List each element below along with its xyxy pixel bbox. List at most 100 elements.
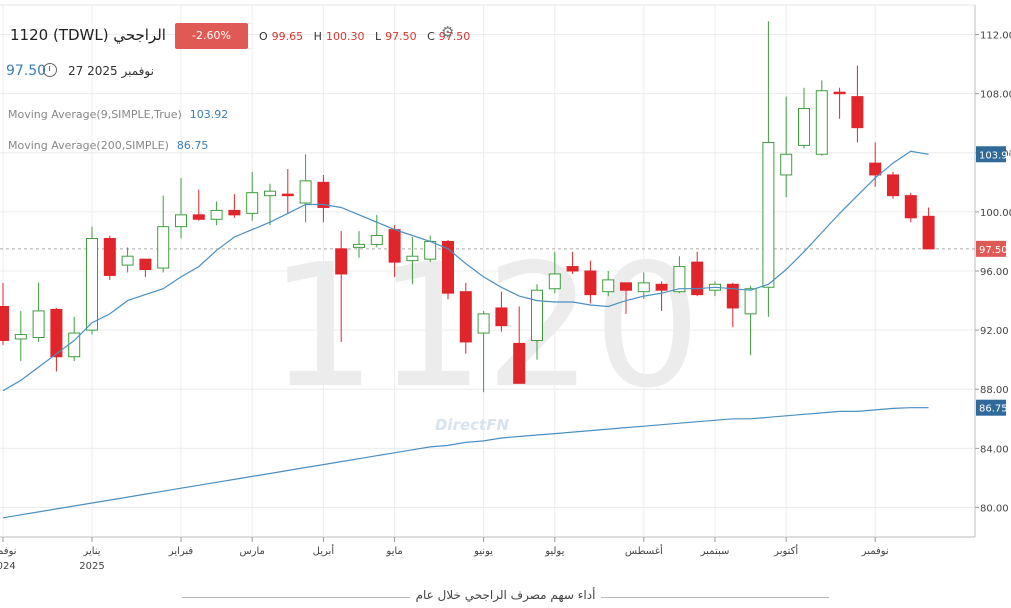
candle-body-up [353, 243, 365, 248]
candle-body-up [815, 90, 828, 155]
candle-body-up [548, 273, 561, 290]
ma-long-tag-bg [976, 399, 1006, 416]
candle-body-up [264, 190, 276, 197]
candle-body-up [477, 313, 490, 334]
gear-icon[interactable]: ⚙ [441, 23, 455, 41]
candle-body-up [14, 334, 27, 340]
ma-short-tag-bg [976, 146, 1006, 163]
x-tick-label: يوليو [544, 546, 564, 557]
x-tick-label: أكتوبر [773, 544, 798, 557]
candle-body-down [317, 181, 330, 208]
quote-date: نوفمبر 2025 27 [68, 64, 154, 78]
x-tick-label: مارس [239, 546, 264, 557]
candle-body-up [210, 209, 223, 220]
x-tick-label: نوفمبر [0, 546, 17, 557]
y-tick-label: 92.00 [980, 326, 1009, 337]
candle-body-up [780, 153, 793, 176]
ma-short-tag: 103.92 [979, 150, 1011, 161]
candle-body-down [459, 291, 472, 343]
x-tick-label: فبراير [168, 546, 194, 557]
ohlc-low-key: L [374, 30, 382, 43]
y-tick-label: 112.00 [980, 31, 1011, 42]
ma-long-label: Moving Average(200,SIMPLE) [8, 139, 169, 152]
x-tick-label: يونيو [473, 546, 493, 557]
candle-body-up [406, 255, 419, 262]
candle-body-up [531, 289, 543, 341]
change-badge: -2.60%(-2.60) [175, 23, 248, 68]
x-tick-label: أبريل [313, 544, 335, 557]
y-tick-label: 80.00 [980, 503, 1009, 514]
candle-body-down [887, 174, 899, 197]
y-tick-label: 88.00 [980, 385, 1009, 396]
candle-body-down [281, 193, 294, 197]
candle-body-up [602, 279, 615, 293]
candle-body-up [299, 180, 312, 204]
candle-body-down [513, 342, 526, 384]
ma200-line [2, 407, 929, 519]
ma-long-value: 86.75 [176, 139, 209, 152]
x-tick-label: مايو [385, 546, 402, 557]
x-tick-year: 2024 [0, 561, 16, 572]
last-price-tag-bg [976, 240, 1006, 257]
candle-body-down [851, 96, 864, 129]
y-tick-label: 108.00 [980, 90, 1011, 101]
candle-body-down [495, 307, 508, 327]
candle-body-up [175, 214, 187, 228]
candle-body-up [673, 266, 686, 293]
last-price-tag: 97.50 [979, 245, 1008, 256]
clock-icon [43, 63, 57, 77]
candle-body-up [32, 310, 45, 338]
ma-short-legend[interactable]: Moving Average(9,SIMPLE,True) 103.92 [8, 108, 228, 121]
figure-caption: أداء سهم مصرف الراجحي خلال عام [0, 588, 1011, 602]
candle-body-down [691, 261, 704, 296]
candle-body-down [584, 270, 597, 296]
ohlc-close-key: C [427, 30, 435, 43]
candle-body-down [620, 282, 632, 291]
time-axis[interactable]: نوفمبر 2024 يناير 2025 فبراير مارس أبريل مايو يو… [0, 537, 889, 572]
ma-short-label: Moving Average(9,SIMPLE,True) [8, 108, 182, 121]
ma-short-value: 103.92 [189, 108, 229, 121]
x-tick-label: يناير [82, 546, 100, 557]
ma9-line [2, 150, 929, 392]
ohlc-high-value: 100.30 [325, 30, 365, 43]
y-tick-label: 84.00 [980, 444, 1009, 455]
candle-body-down [139, 258, 152, 271]
candle-body-down [833, 91, 846, 95]
x-tick-year: 2025 [79, 561, 104, 572]
candle-body-down [335, 248, 348, 275]
ohlc-close-value: 97.50 [438, 30, 471, 43]
ma-long-tag: 86.75 [979, 404, 1008, 415]
y-tick-label: 96.00 [980, 267, 1009, 278]
candle-body-up [762, 141, 775, 288]
moving-average-lines [2, 150, 929, 519]
candle-body-up [86, 237, 98, 331]
candle-body-up [370, 235, 383, 245]
x-tick-label: أغسطس [625, 544, 663, 557]
price-axis[interactable]: 80.0084.0088.0092.0096.00100.00104.00108… [975, 31, 1011, 515]
candle-body-down [904, 195, 917, 219]
candle-body-down [922, 215, 935, 250]
candle-body-up [798, 107, 810, 146]
candle-body-down [726, 283, 739, 309]
candle-body-up [637, 282, 650, 293]
ohlc-open-value: 99.65 [271, 30, 304, 43]
x-tick-label: نوفمبر [861, 546, 889, 557]
last-price: 97.50 [6, 63, 47, 79]
x-tick-label: سبتمبر [700, 546, 730, 557]
candle-body-up [157, 226, 170, 269]
ohlc-readout: O 99.65 H 100.30 L 97.50 C 97.50 [259, 30, 477, 43]
symbol-title: 1120 (TDWL) الراجحي ▼ [10, 26, 185, 44]
candle-body-down [869, 162, 882, 176]
candle-body-down [566, 266, 579, 272]
candle-body-down [228, 209, 241, 216]
symbol-name: 1120 (TDWL) الراجحي [10, 26, 166, 44]
ma-long-legend[interactable]: Moving Average(200,SIMPLE) 86.75 [8, 139, 208, 152]
caption-text: أداء سهم مصرف الراجحي خلال عام [409, 588, 602, 602]
candle-body-down [442, 240, 454, 294]
ohlc-low-value: 97.50 [385, 30, 417, 43]
candle-body-down [192, 214, 205, 220]
ohlc-open-key: O [259, 30, 268, 43]
watermark-brand: DirectFN [435, 416, 509, 434]
ohlc-high-key: H [313, 30, 322, 43]
